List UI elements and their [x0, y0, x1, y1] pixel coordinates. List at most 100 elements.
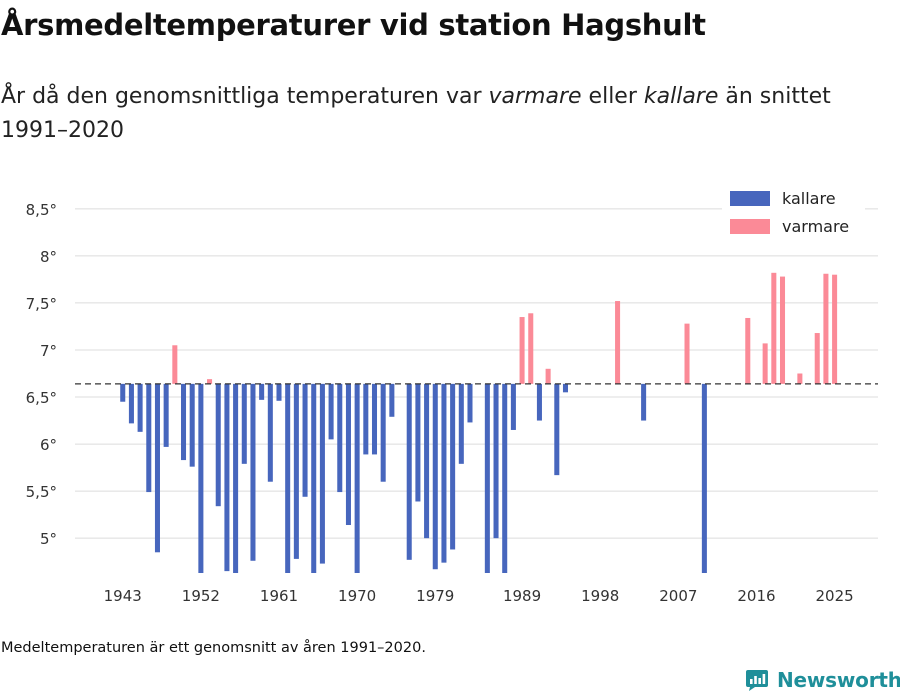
chart-title: Årsmedeltemperaturer vid station Hagshul…: [1, 8, 706, 42]
bar-kallare-1964: [302, 383, 308, 497]
bar-kallare-1969: [345, 383, 351, 526]
x-tick-label: 1998: [581, 587, 619, 605]
bar-kallare-1962: [285, 383, 291, 573]
bar-kallare-1952: [198, 383, 204, 573]
y-tick-label: 7°: [40, 342, 57, 360]
bar-varmare-2025: [832, 274, 838, 384]
chart-subtitle: År då den genomsnittliga temperaturen va…: [1, 80, 861, 148]
y-tick-label: 5,5°: [26, 483, 57, 501]
bar-varmare-2000: [615, 301, 621, 384]
bar-kallare-1947: [154, 383, 160, 553]
x-axis-tick-labels: 1943 1952 1961 1970 1979 1989 1998 2007 2016 2025: [104, 587, 854, 605]
bar-kallare-1963: [293, 383, 299, 559]
subtitle-prefix: År då den genomsnittliga temperaturen va…: [1, 84, 489, 109]
bar-kallare-1979: [432, 383, 438, 570]
subtitle-warm-word: varmare: [488, 84, 582, 109]
bar-kallare-1945: [137, 383, 143, 432]
bar-kallare-1971: [363, 383, 369, 455]
bar-kallare-1954: [215, 383, 221, 507]
bar-kallare-1955: [224, 383, 230, 572]
y-tick-label: 6°: [40, 436, 57, 454]
bar-kallare-1970: [354, 383, 360, 573]
bar-kallare-1991: [536, 383, 542, 421]
brand: Newsworthy: [745, 668, 900, 692]
bars: [120, 272, 838, 573]
bar-varmare-2017: [762, 343, 768, 384]
bar-kallare-1994: [562, 383, 568, 393]
y-tick-label: 8,5°: [26, 201, 57, 219]
legend-label-kallare: kallare: [782, 189, 836, 208]
bar-kallare-1983: [467, 383, 473, 423]
y-tick-label: 8°: [40, 248, 57, 266]
bar-varmare-1953: [207, 379, 213, 384]
bar-kallare-1965: [311, 383, 317, 573]
x-tick-label: 1970: [338, 587, 376, 605]
bar-varmare-2019: [779, 276, 786, 384]
x-tick-label: 2007: [659, 587, 697, 605]
bar-varmare-2024: [823, 273, 829, 384]
bar-kallare-2003: [641, 383, 647, 421]
bar-kallare-1958: [250, 383, 256, 561]
y-axis-tick-labels: 5° 5,5° 6° 6,5° 7° 7,5° 8° 8,5°: [26, 201, 57, 548]
bar-kallare-1973: [380, 383, 386, 482]
bar-varmare-1949: [172, 345, 178, 384]
y-tick-label: 5°: [40, 530, 57, 548]
bar-varmare-2023: [814, 333, 820, 384]
bar-kallare-1987: [502, 383, 508, 573]
legend-swatch-kallare: [730, 191, 770, 206]
bar-kallare-1950: [180, 383, 187, 461]
bar-kallare-1966: [319, 383, 325, 564]
legend-swatch-varmare: [730, 219, 770, 234]
bar-kallare-1976: [406, 383, 412, 560]
subtitle-cold-word: kallare: [643, 84, 719, 109]
bar-kallare-1967: [328, 383, 334, 440]
bar-kallare-2010: [701, 383, 707, 573]
x-tick-label: 1961: [260, 587, 298, 605]
x-tick-label: 1943: [104, 587, 142, 605]
x-tick-label: 1989: [503, 587, 541, 605]
bar-kallare-1977: [415, 383, 421, 502]
bar-varmare-1992: [545, 368, 551, 384]
bar-kallare-1959: [259, 383, 265, 400]
bar-kallare-1985: [484, 383, 490, 573]
y-tick-label: 7,5°: [26, 295, 57, 313]
bar-kallare-1993: [554, 383, 560, 476]
bar-kallare-1988: [510, 383, 516, 430]
bar-kallare-1968: [337, 383, 343, 493]
bar-kallare-1974: [389, 383, 395, 417]
subtitle-suffix: än snittet 1991–2020: [1, 84, 831, 143]
bar-kallare-1948: [163, 383, 169, 447]
bar-kallare-1960: [267, 383, 273, 482]
subtitle-middle: eller: [581, 84, 644, 109]
bar-kallare-1982: [458, 383, 464, 464]
bar-kallare-1946: [146, 383, 152, 493]
legend: kallare varmare: [722, 183, 865, 243]
x-tick-label: 1952: [182, 587, 220, 605]
bar-kallare-1944: [128, 383, 134, 424]
bar-kallare-1980: [441, 383, 447, 563]
bar-kallare-1956: [233, 383, 239, 573]
newsworthy-logo-icon: [746, 670, 768, 691]
bar-kallare-1957: [241, 383, 247, 464]
bar-kallare-1978: [424, 383, 430, 539]
bar-kallare-1986: [493, 383, 499, 539]
brand-name: Newsworthy: [777, 668, 900, 692]
bar-kallare-1943: [120, 383, 126, 402]
bar-varmare-1989: [519, 317, 525, 384]
bar-varmare-2015: [745, 317, 751, 384]
legend-label-varmare: varmare: [782, 217, 849, 236]
bar-kallare-1981: [450, 383, 456, 550]
x-tick-label: 2016: [737, 587, 775, 605]
bar-kallare-1972: [371, 383, 378, 455]
bar-varmare-2008: [684, 323, 690, 384]
x-tick-label: 2025: [816, 587, 854, 605]
x-tick-label: 1979: [416, 587, 454, 605]
bar-kallare-1961: [276, 383, 282, 401]
bar-varmare-2021: [797, 373, 803, 384]
bar-kallare-1951: [189, 383, 195, 467]
bar-varmare-1990: [528, 313, 534, 384]
footnote: Medeltemperaturen är ett genomsnitt av å…: [1, 640, 426, 656]
grid-lines: [75, 208, 878, 539]
y-tick-label: 6,5°: [26, 389, 57, 407]
